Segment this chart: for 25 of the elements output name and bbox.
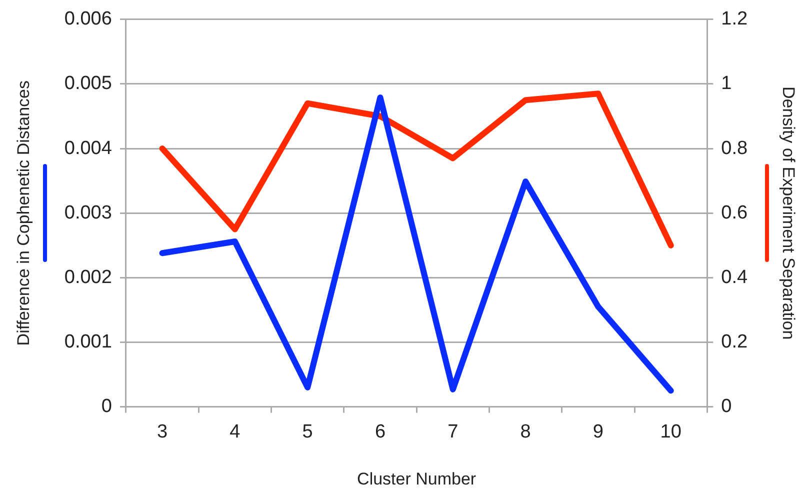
x-tick-label: 7 [448,421,458,442]
y2-tick-label: 1 [721,73,732,94]
y-tick-label: 0.003 [64,202,112,224]
y2-axis-title: Density of Experiment Separation [779,86,798,340]
y2-tick-label: 0 [721,396,732,418]
y-tick-label: 0.004 [64,138,112,159]
y-tick-label: 0.001 [64,331,112,352]
y2-tick-label: 1.2 [721,8,748,30]
x-tick-label: 4 [230,421,241,442]
y2-tick-label: 0.8 [721,138,748,159]
y-axis-title: Difference in Cophenetic Distances [14,80,33,346]
x-tick-label: 8 [520,421,531,442]
y-tick-label: 0.005 [64,73,112,94]
x-tick-label: 6 [374,421,386,442]
x-tick-label: 3 [156,421,168,442]
y-tick-label: 0.002 [64,266,112,288]
y-tick-label: 0.006 [64,8,112,30]
y-tick-label: 0 [101,396,112,418]
x-tick-label: 10 [660,421,682,442]
y2-tick-label: 0.6 [721,202,748,224]
y2-tick-label: 0.2 [721,331,748,352]
y2-tick-label: 0.4 [721,266,748,288]
x-tick-label: 9 [592,421,604,442]
x-axis-title: Cluster Number [357,469,476,488]
x-tick-label: 5 [302,421,313,442]
